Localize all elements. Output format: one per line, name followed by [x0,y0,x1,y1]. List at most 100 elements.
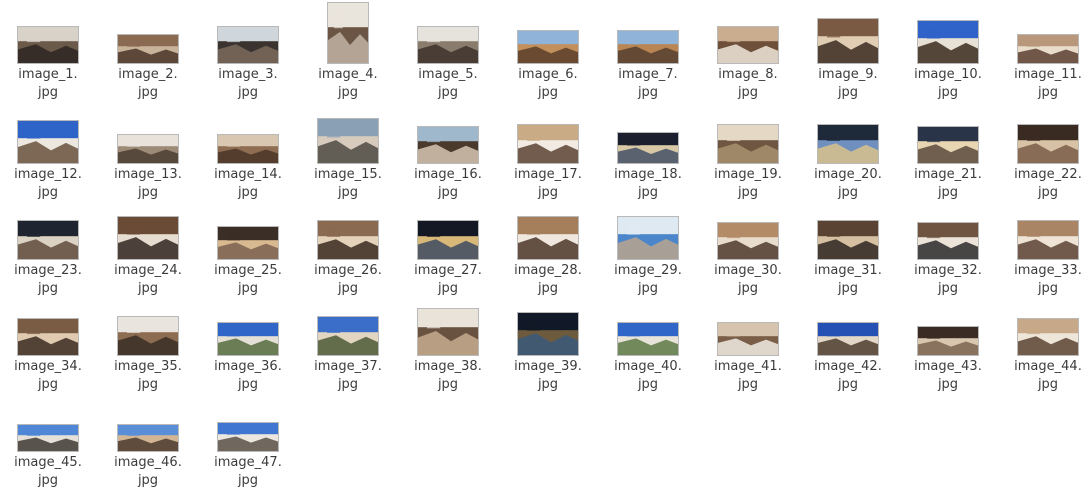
file-item[interactable]: image_2. jpg [100,0,196,106]
file-name-label: image_27. jpg [400,262,496,298]
file-item[interactable]: image_3. jpg [200,0,296,106]
file-item[interactable]: image_8. jpg [700,0,796,106]
image-file-icon[interactable] [17,220,79,260]
image-file-icon[interactable] [517,30,579,64]
file-extension-line: jpg [537,377,559,392]
image-file-icon[interactable] [617,216,679,260]
image-file-icon[interactable] [717,222,779,260]
image-file-icon[interactable] [1017,220,1079,260]
image-file-icon[interactable] [817,220,879,260]
file-item[interactable]: image_4. jpg [300,0,396,106]
image-file-icon[interactable] [617,322,679,356]
file-item[interactable]: image_31. jpg [800,196,896,302]
image-file-icon[interactable] [117,216,179,260]
file-item[interactable]: image_13. jpg [100,100,196,206]
file-item[interactable]: image_35. jpg [100,292,196,398]
image-file-icon[interactable] [817,18,879,64]
file-item[interactable]: image_27. jpg [400,196,496,302]
file-name-label: image_28. jpg [500,262,596,298]
file-item[interactable]: image_42. jpg [800,292,896,398]
image-file-icon[interactable] [317,118,379,164]
image-file-icon[interactable] [217,226,279,260]
file-item[interactable]: image_37. jpg [300,292,396,398]
file-item[interactable]: image_15. jpg [300,100,396,206]
image-file-icon[interactable] [817,322,879,356]
image-file-icon[interactable] [717,124,779,164]
image-file-icon[interactable] [817,124,879,164]
image-file-icon[interactable] [1017,318,1079,356]
image-file-icon[interactable] [117,424,179,452]
image-file-icon[interactable] [217,322,279,356]
image-file-icon[interactable] [1017,124,1079,164]
file-item[interactable]: image_40. jpg [600,292,696,398]
image-file-icon[interactable] [117,34,179,64]
image-file-icon[interactable] [617,132,679,164]
file-item[interactable]: image_18. jpg [600,100,696,206]
file-item[interactable]: image_10. jpg [900,0,996,106]
image-file-icon[interactable] [617,30,679,64]
file-item[interactable]: image_24. jpg [100,196,196,302]
thumbnail-container [1000,220,1086,260]
image-file-icon[interactable] [917,20,979,64]
image-file-icon[interactable] [417,26,479,64]
file-item[interactable]: image_21. jpg [900,100,996,206]
image-file-icon[interactable] [17,318,79,356]
image-file-icon[interactable] [17,26,79,64]
file-item[interactable]: image_17. jpg [500,100,596,206]
image-file-icon[interactable] [327,2,369,64]
image-file-icon[interactable] [917,222,979,260]
file-name-label: image_16. jpg [400,166,496,202]
file-item[interactable]: image_14. jpg [200,100,296,206]
image-file-icon[interactable] [717,322,779,356]
image-file-icon[interactable] [217,422,279,452]
file-item[interactable]: image_34. jpg [0,292,96,398]
file-item[interactable]: image_6. jpg [500,0,596,106]
image-file-icon[interactable] [517,216,579,260]
image-file-icon[interactable] [517,124,579,164]
file-item[interactable]: image_5. jpg [400,0,496,106]
file-name-line: image_39. [514,359,582,374]
file-item[interactable]: image_25. jpg [200,196,296,302]
file-item[interactable]: image_7. jpg [600,0,696,106]
image-file-icon[interactable] [317,316,379,356]
image-file-icon[interactable] [217,26,279,64]
image-file-icon[interactable] [417,308,479,356]
file-item[interactable]: image_46. jpg [100,388,196,494]
image-file-icon[interactable] [317,220,379,260]
image-file-icon[interactable] [917,326,979,356]
file-item[interactable]: image_23. jpg [0,196,96,302]
file-item[interactable]: image_28. jpg [500,196,596,302]
image-file-icon[interactable] [417,126,479,164]
file-item[interactable]: image_20. jpg [800,100,896,206]
file-item[interactable]: image_36. jpg [200,292,296,398]
file-item[interactable]: image_29. jpg [600,196,696,302]
image-file-icon[interactable] [417,220,479,260]
image-file-icon[interactable] [17,424,79,452]
file-item[interactable]: image_39.jpg [500,292,596,398]
file-item[interactable]: image_38. jpg [400,292,496,398]
file-item[interactable]: image_22. jpg [1000,100,1086,206]
file-item[interactable]: image_44. jpg [1000,292,1086,398]
file-item[interactable]: image_16. jpg [400,100,496,206]
file-item[interactable]: image_45. jpg [0,388,96,494]
file-item[interactable]: image_11. jpg [1000,0,1086,106]
image-file-icon[interactable] [517,312,579,356]
file-item[interactable]: image_32. jpg [900,196,996,302]
file-item[interactable]: image_47. jpg [200,388,296,494]
image-file-icon[interactable] [117,316,179,356]
image-file-icon[interactable] [917,126,979,164]
file-item[interactable]: image_33. jpg [1000,196,1086,302]
file-item[interactable]: image_43. jpg [900,292,996,398]
image-file-icon[interactable] [217,134,279,164]
file-item[interactable]: image_26. jpg [300,196,396,302]
file-item[interactable]: image_41. jpg [700,292,796,398]
file-item[interactable]: image_19. jpg [700,100,796,206]
file-item[interactable]: image_30. jpg [700,196,796,302]
file-item[interactable]: image_12. jpg [0,100,96,206]
image-file-icon[interactable] [17,120,79,164]
file-item[interactable]: image_9. jpg [800,0,896,106]
image-file-icon[interactable] [1017,34,1079,64]
file-item[interactable]: image_1. jpg [0,0,96,106]
image-file-icon[interactable] [717,26,779,64]
image-file-icon[interactable] [117,134,179,164]
